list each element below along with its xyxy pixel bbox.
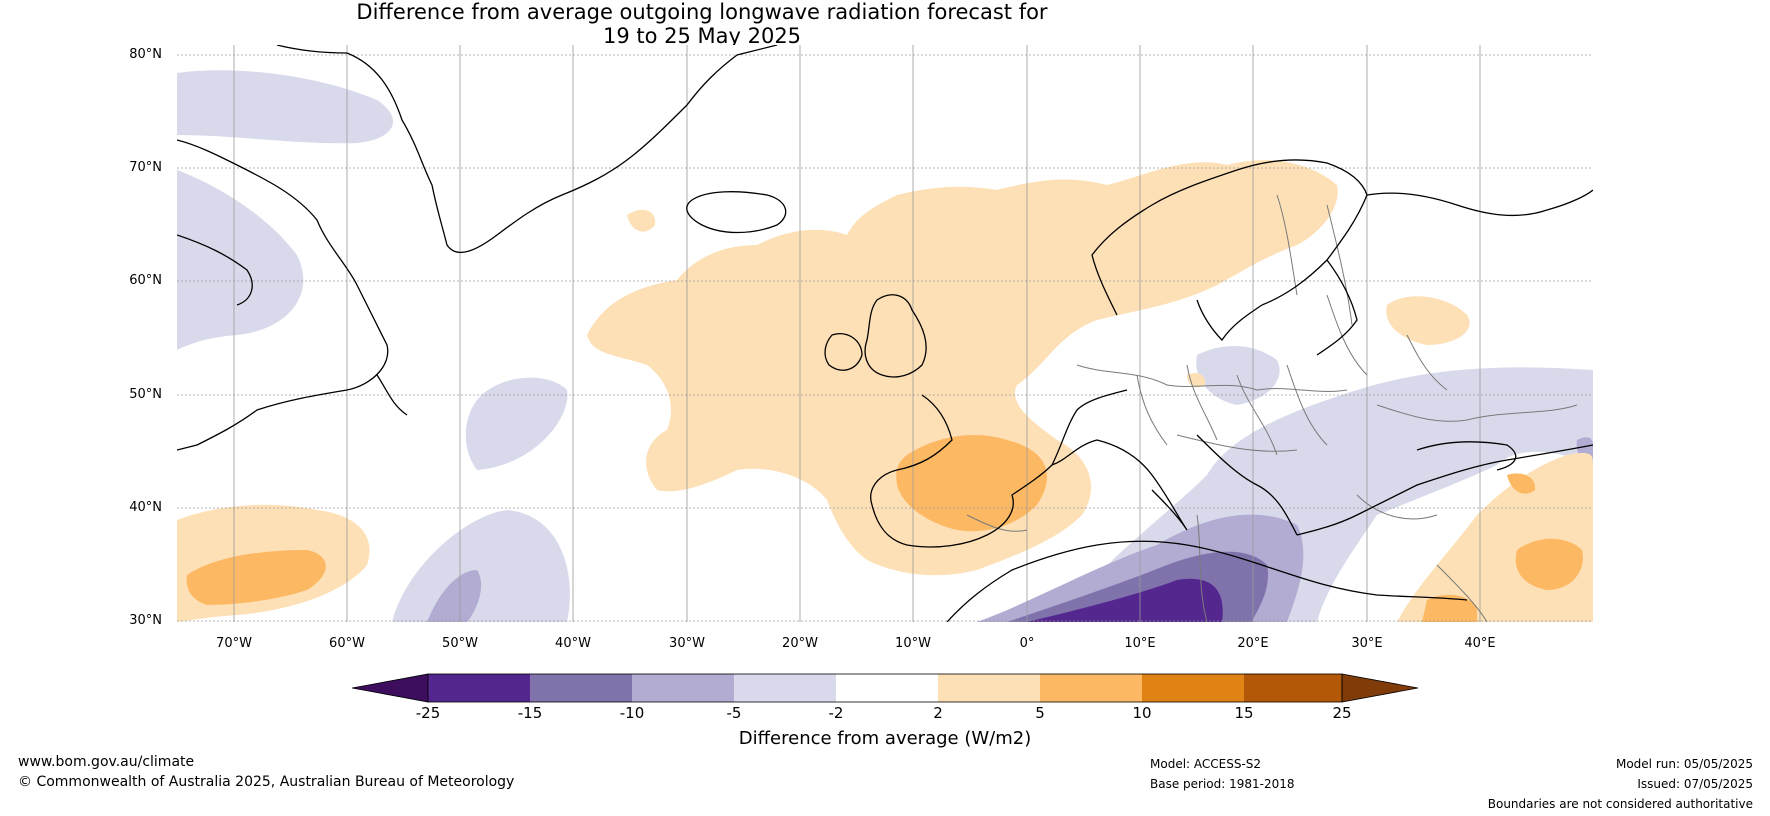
- colorbar-bin-9: [1244, 674, 1342, 702]
- lon-label-20e: 20°E: [1237, 636, 1269, 651]
- disclaimer-text: Boundaries are not considered authoritat…: [1487, 797, 1753, 811]
- lon-label-60w: 60°W: [329, 636, 365, 651]
- lat-label-80n: 80°N: [129, 47, 162, 62]
- lat-label-30n: 30°N: [129, 613, 162, 628]
- lon-label-10e: 10°E: [1124, 636, 1156, 651]
- colorbar-tick: 15: [1234, 704, 1254, 722]
- lat-label-40n: 40°N: [129, 500, 162, 515]
- lat-label-70n: 70°N: [129, 160, 162, 175]
- lat-label-60n: 60°N: [129, 273, 162, 288]
- colorbar-tick: -15: [517, 704, 543, 722]
- model-text: Model: ACCESS-S2: [1150, 757, 1262, 771]
- lon-label-20w: 20°W: [782, 636, 818, 651]
- colorbar-tick: 5: [1035, 704, 1045, 722]
- map-svg: [177, 45, 1593, 622]
- colorbar-label: Difference from average (W/m2): [738, 728, 1032, 749]
- colorbar-bin-6: [938, 674, 1040, 702]
- country-borders: [966, 194, 1578, 622]
- copyright-text: © Commonwealth of Australia 2025, Austra…: [18, 774, 515, 790]
- lon-label-40w: 40°W: [555, 636, 591, 651]
- website-link[interactable]: www.bom.gov.au/climate: [18, 754, 195, 770]
- colorbar-tick: 25: [1332, 704, 1352, 722]
- title-line-1: Difference from average outgoing longwav…: [356, 0, 1048, 24]
- anomaly-medium-orange: [186, 435, 1583, 622]
- issued-text: Issued: 07/05/2025: [1637, 777, 1753, 791]
- map-panel[interactable]: [177, 45, 1593, 622]
- colorbar-tick: -2: [828, 704, 844, 722]
- colorbar-bin-5: [836, 674, 938, 702]
- model-run-text: Model run: 05/05/2025: [1615, 757, 1753, 771]
- anomaly-deepest-purple: [1027, 578, 1223, 622]
- colorbar-bin-4: [734, 674, 836, 702]
- colorbar-tick: -25: [415, 704, 441, 722]
- title-line-2: 19 to 25 May 2025: [602, 24, 802, 48]
- colorbar-tick: 2: [933, 704, 943, 722]
- base-period-text: Base period: 1981-2018: [1150, 777, 1295, 791]
- colorbar-bin-3: [632, 674, 734, 702]
- coastlines: [177, 45, 1593, 622]
- colorbar-bin-2: [530, 674, 632, 702]
- colorbar-bin-1: [428, 674, 530, 702]
- lon-label-40e: 40°E: [1464, 636, 1496, 651]
- lon-label-30w: 30°W: [669, 636, 705, 651]
- lon-label-50w: 50°W: [442, 636, 478, 651]
- colorbar-bin-8: [1142, 674, 1244, 702]
- lon-label-70w: 70°W: [216, 636, 252, 651]
- colorbar-extend-low: [352, 673, 429, 703]
- lon-label-30e: 30°E: [1351, 636, 1383, 651]
- graticule: [177, 45, 1593, 622]
- lat-label-50n: 50°N: [129, 387, 162, 402]
- colorbar: [352, 673, 1418, 703]
- colorbar-tick: -10: [619, 704, 645, 722]
- colorbar-tick: 10: [1132, 704, 1152, 722]
- colorbar-tick: -5: [726, 704, 742, 722]
- colorbar-bin-7: [1040, 674, 1142, 702]
- lon-label-10w: 10°W: [895, 636, 931, 651]
- map-title: Difference from average outgoing longwav…: [0, 0, 1404, 48]
- lon-label-0: 0°: [1019, 636, 1035, 651]
- colorbar-extend-high: [1341, 673, 1418, 703]
